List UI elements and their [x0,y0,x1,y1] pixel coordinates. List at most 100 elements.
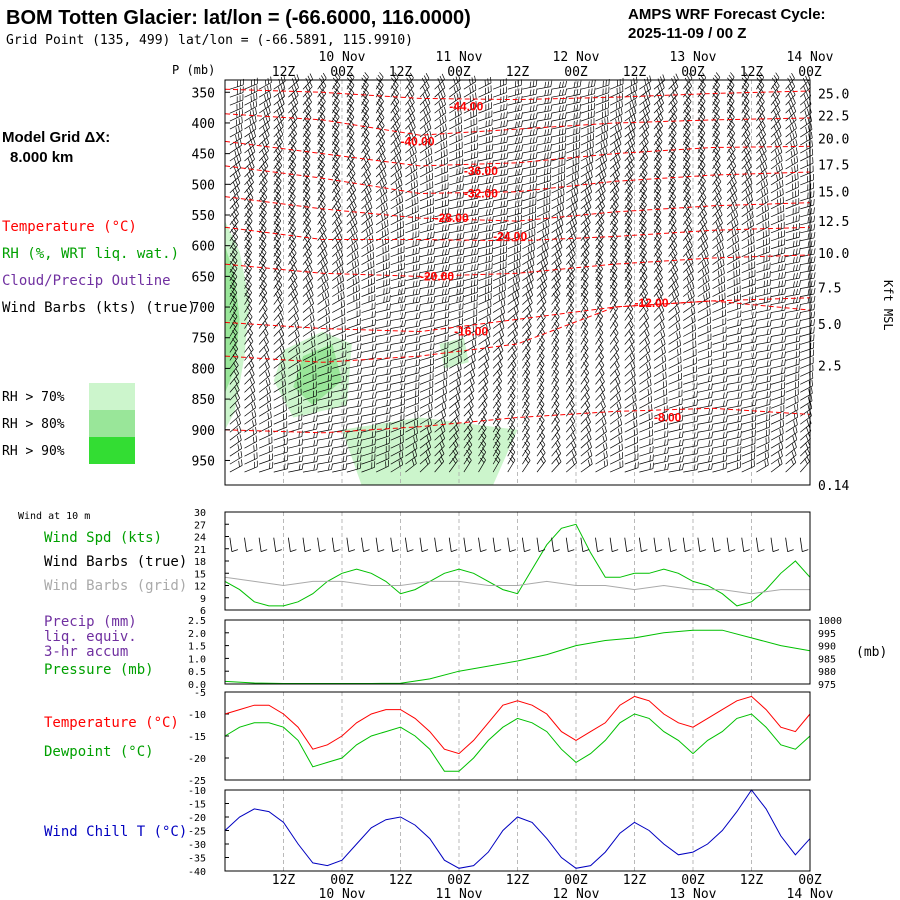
wind-barb [478,221,493,226]
wind-barb-flag [620,426,623,433]
wind-barb-flag [525,439,531,445]
wind-barb-flag [382,188,385,195]
wind-barb [288,261,297,273]
wind-barb-flag [524,449,529,456]
wind-barb [405,152,417,162]
wind-barb-flag [529,304,533,311]
wind-barb [434,400,447,409]
wind-barb [624,97,637,106]
wind-barb [522,211,536,218]
wind-barb-flag [252,145,256,152]
wind-barb [317,196,326,210]
wind-barb-flag [307,83,311,90]
wind-barb-flag [335,88,340,94]
wind-barb-flag [322,216,327,222]
wind-barb [361,373,376,377]
wind-barb-flag [616,403,620,410]
wind-barb-flag [418,247,420,254]
wind-barb-flag [433,319,436,326]
wind-barb-flag [371,319,374,326]
wind-barb [493,236,507,242]
wind-barb [434,293,449,297]
wind-barb-flag [600,142,603,149]
wind-barb-flag [288,221,293,227]
wind-barb-flag [579,111,581,118]
wind-barb-flag [457,364,459,371]
wind-barb-flag [363,130,368,137]
wind-barb-flag [550,96,553,103]
wind-barb-flag [510,378,515,384]
wind-barb-flag [397,172,400,179]
wind-barb-flag [380,112,385,118]
wind-barb-flag [266,396,269,403]
wind-barb-flag [513,352,517,358]
wind-barb-flag [510,407,516,413]
wind-barb [332,453,347,457]
wind-barb-flag [517,80,520,87]
wind-barb-flag [545,213,548,220]
wind-barb-flag [627,306,632,312]
wind-barb-flag [506,103,508,110]
wind-barb-flag [360,446,362,453]
wind-barb-flag [389,406,391,413]
wind-barb-flag [601,127,603,134]
wind-barb [595,137,608,146]
wind-barb [609,332,619,345]
wind-barb [390,85,399,98]
wind-barb-flag [527,262,530,269]
wind-barb [419,454,431,465]
wind-barb [390,284,405,289]
wind-barb-flag [429,426,432,433]
wind-barb [566,223,577,234]
wind-barb [507,451,516,465]
wind-barb-flag [404,303,406,310]
wind-barb-flag [262,133,266,140]
wind-barb-flag [378,106,383,113]
wind-barb-flag [457,401,461,408]
wind-barb-flag [395,131,399,138]
wind-barb [449,229,464,234]
wind-barb-flag [292,239,297,246]
wind-barb-flag [374,375,377,383]
wind-barb [244,136,256,146]
wind-barb-flag [494,449,499,455]
wind-barb-flag [418,288,421,295]
wind-barb-flag [441,448,445,454]
wind-barb-flag [610,276,615,283]
wind-barb-flag [320,261,324,268]
wind-barb [463,299,478,305]
wind-barb-flag [506,200,509,207]
wind-barb-flag [278,123,282,130]
wind-barb-flag [418,255,421,262]
wind-barb-flag [485,217,488,224]
wind-barb-flag [264,160,269,167]
wind-barb [375,125,385,138]
wind-barb-flag [306,159,311,166]
wind-barb-flag [305,85,309,92]
wind-barb-flag [626,165,631,172]
wind-barb [536,225,550,234]
wind-barb [288,302,299,313]
wind-barb-flag [539,277,543,284]
wind-barb-flag [541,439,546,445]
wind-barb [536,388,545,401]
wind-barb [507,380,516,393]
wind-barb-flag [427,456,431,463]
wind-barb [332,255,344,265]
wind-barb-flag [615,352,620,358]
wind-barb [361,240,374,250]
wind-barb-flag [583,205,587,212]
wind-barb [551,239,563,250]
wind-barb-flag [311,306,315,312]
wind-barb-flag [354,252,357,259]
wind-barb-flag [569,418,574,424]
wind-barb-flag [632,412,635,419]
wind-barb [229,213,239,226]
wind-barb-flag [526,285,529,292]
wind-barb [390,268,405,274]
wind-barb [478,351,490,361]
wind-barb-flag [441,100,444,107]
wind-barb-flag [379,181,383,188]
wind-barb-flag [629,346,633,353]
wind-barb-flag [327,416,330,423]
